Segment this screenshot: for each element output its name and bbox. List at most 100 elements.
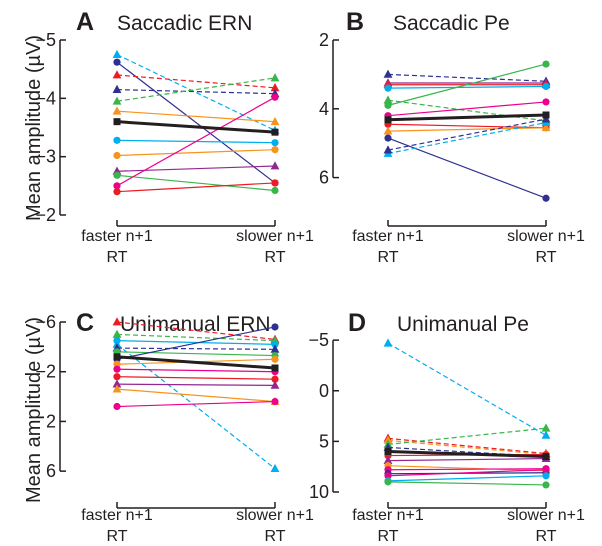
series-line bbox=[116, 54, 276, 131]
data-point bbox=[384, 472, 392, 480]
series-line bbox=[116, 96, 276, 187]
series-line bbox=[116, 368, 276, 373]
x-category-label: slower n+1 bbox=[236, 507, 314, 524]
participant-series bbox=[384, 134, 550, 202]
data-point bbox=[270, 116, 280, 126]
series-line bbox=[116, 347, 276, 350]
panel-letter: A bbox=[76, 8, 94, 36]
series-line bbox=[116, 88, 276, 95]
data-point bbox=[113, 402, 121, 411]
data-point bbox=[113, 151, 121, 160]
y-tick-label: 5 bbox=[319, 431, 329, 451]
participant-series bbox=[384, 466, 550, 480]
x-category-label: RT bbox=[377, 528, 398, 545]
data-point bbox=[112, 329, 122, 338]
panel-d: D Unimanual Pe −5 0 5 10 faster n+1 RT slower n+… bbox=[308, 309, 585, 545]
data-point bbox=[113, 365, 121, 373]
series-line bbox=[116, 74, 276, 89]
series-line bbox=[387, 137, 547, 199]
y-axis-label-top: Mean amplitude (µV) bbox=[23, 35, 45, 221]
data-point bbox=[113, 58, 121, 66]
participant-series bbox=[384, 478, 550, 489]
panel-a: A Saccadic ERN −5 −4 −3 −2 faster n+1 RT slower … bbox=[35, 8, 314, 266]
series-line bbox=[116, 77, 276, 102]
participant-series bbox=[383, 338, 551, 439]
participant-series bbox=[383, 122, 551, 135]
panel-c: C Unimanual ERN −6 −2 2 6 faster n+1 RT slower n… bbox=[35, 309, 314, 545]
participant-series bbox=[384, 60, 550, 109]
data-point bbox=[270, 73, 280, 82]
data-point bbox=[542, 194, 550, 202]
data-point bbox=[384, 134, 392, 142]
data-point bbox=[270, 463, 280, 473]
series-line bbox=[387, 118, 547, 151]
series-line bbox=[387, 439, 547, 456]
series-line bbox=[387, 469, 547, 477]
data-point bbox=[384, 448, 392, 455]
data-point bbox=[384, 478, 392, 486]
series-line bbox=[116, 174, 276, 192]
y-tick-label: 6 bbox=[46, 461, 56, 481]
data-point bbox=[541, 430, 551, 439]
participant-series bbox=[112, 70, 280, 92]
participant-series bbox=[113, 337, 279, 348]
x-category-label: slower n+1 bbox=[507, 507, 585, 524]
data-point bbox=[113, 136, 121, 144]
data-point bbox=[113, 373, 121, 381]
data-point bbox=[113, 353, 121, 361]
series-line bbox=[116, 351, 276, 357]
data-point bbox=[271, 340, 279, 348]
data-point bbox=[383, 145, 393, 154]
data-point bbox=[542, 481, 550, 489]
x-category-label: slower n+1 bbox=[507, 228, 585, 245]
series-line bbox=[116, 182, 276, 193]
data-point bbox=[270, 344, 280, 353]
participant-series bbox=[384, 82, 550, 92]
data-point bbox=[112, 96, 122, 105]
x-category-label: RT bbox=[535, 249, 556, 266]
series-line bbox=[387, 85, 547, 89]
data-point bbox=[112, 70, 122, 79]
data-point bbox=[383, 95, 393, 104]
series-line bbox=[116, 376, 276, 380]
data-point bbox=[542, 111, 550, 119]
panel-title: Saccadic ERN bbox=[117, 12, 252, 35]
series-line bbox=[387, 73, 547, 82]
data-point bbox=[113, 188, 121, 196]
series-line bbox=[116, 383, 276, 386]
series-line bbox=[116, 355, 276, 370]
y-axis-label-bottom: Mean amplitude (µV) bbox=[23, 317, 45, 503]
participant-series bbox=[113, 179, 279, 196]
data-point bbox=[271, 93, 279, 101]
series-line bbox=[387, 457, 547, 462]
mean-series bbox=[113, 353, 279, 372]
y-tick-label: −2 bbox=[35, 362, 56, 382]
data-point bbox=[383, 338, 393, 347]
series-line bbox=[116, 149, 276, 157]
data-point bbox=[113, 118, 121, 126]
x-category-label: RT bbox=[106, 528, 127, 545]
data-point bbox=[384, 101, 392, 109]
data-point bbox=[541, 423, 551, 432]
panel-letter: B bbox=[346, 8, 364, 36]
series-line bbox=[116, 400, 276, 408]
data-point bbox=[113, 171, 121, 179]
x-category-label: faster n+1 bbox=[81, 228, 153, 245]
series-line bbox=[387, 121, 547, 155]
data-point bbox=[271, 128, 279, 136]
data-point bbox=[542, 82, 550, 91]
y-tick-label: −3 bbox=[35, 147, 56, 167]
data-point bbox=[542, 466, 550, 474]
data-point bbox=[271, 364, 279, 372]
participant-series bbox=[113, 397, 279, 411]
data-point bbox=[542, 453, 550, 461]
y-tick-label: −2 bbox=[35, 205, 56, 225]
series-line bbox=[387, 475, 547, 482]
data-point bbox=[112, 106, 122, 115]
series-line bbox=[116, 340, 276, 345]
y-tick-label: −5 bbox=[35, 30, 56, 50]
y-tick-label: 0 bbox=[319, 381, 329, 401]
y-tick-label: 2 bbox=[46, 411, 56, 431]
series-line bbox=[387, 127, 547, 132]
data-point bbox=[271, 186, 279, 195]
